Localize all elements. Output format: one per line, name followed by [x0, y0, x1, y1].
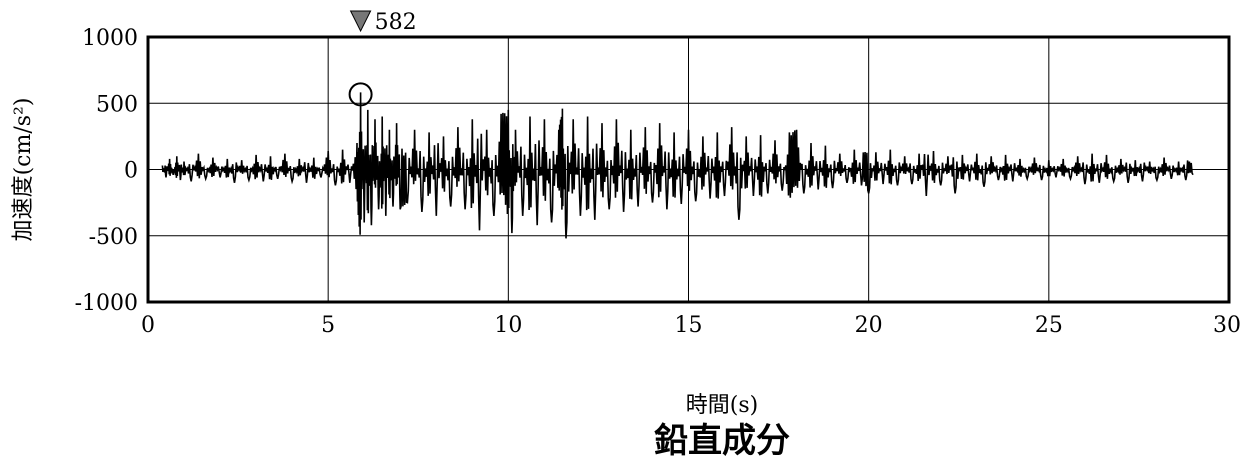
peak-label: 582: [375, 10, 417, 35]
waveform-line: [161, 92, 1194, 239]
x-tick-label: 10: [494, 313, 522, 338]
y-tick-labels: 1000 500 0 -500 -1000: [75, 26, 138, 316]
x-tick-label: 30: [1213, 313, 1241, 338]
series-line: [161, 92, 1194, 239]
peak-triangle-icon: [349, 10, 372, 33]
peak-annotation: 582: [348, 10, 417, 107]
x-tick-label: 5: [321, 313, 335, 338]
y-tick-label: 500: [96, 92, 138, 117]
x-axis-label: 時間(s): [686, 393, 758, 418]
x-tick-labels: 0 5 10 15 20 25 30: [141, 313, 1241, 338]
y-tick-label: 0: [124, 159, 138, 184]
y-axis-label: 加速度(cm/s²): [11, 98, 36, 242]
x-tick-label: 15: [675, 313, 703, 338]
peak-circle: [348, 82, 373, 107]
x-tick-label: 25: [1035, 313, 1063, 338]
x-tick-label: 0: [141, 313, 155, 338]
y-tick-label: 1000: [82, 26, 138, 51]
y-tick-label: -500: [89, 225, 138, 250]
y-tick-label: -1000: [75, 291, 138, 316]
x-tick-label: 20: [855, 313, 883, 338]
chart-title: 鉛直成分: [654, 421, 790, 459]
plot-frame: [146, 35, 1231, 304]
